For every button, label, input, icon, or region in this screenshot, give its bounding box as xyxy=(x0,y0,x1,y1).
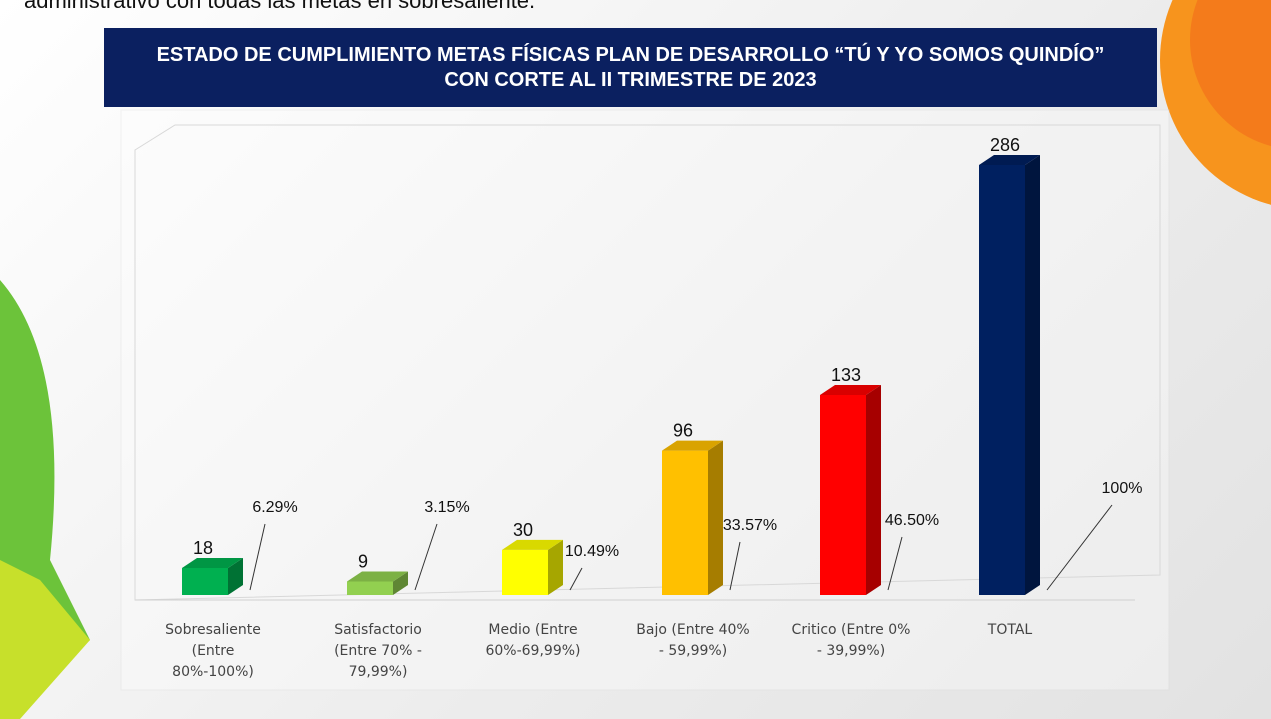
value-label: 30 xyxy=(513,520,533,540)
leader-line xyxy=(569,567,583,591)
value-label: 96 xyxy=(673,421,693,441)
percent-label: 10.49% xyxy=(565,543,619,560)
value-label: 133 xyxy=(831,365,861,385)
percent-label: 100% xyxy=(1102,480,1143,497)
leader-line xyxy=(729,541,741,591)
bar xyxy=(182,557,243,595)
bar xyxy=(979,155,1040,595)
x-tick-label: Critico (Entre 0% - 39,99%) xyxy=(791,622,911,659)
value-label: 18 xyxy=(193,538,213,558)
x-tick-label: Bajo (Entre 40% - 59,99%) xyxy=(636,622,750,659)
percent-label: 3.15% xyxy=(424,499,469,516)
percent-label: 46.50% xyxy=(885,512,939,529)
bar xyxy=(662,440,723,595)
x-tick-label: Sobresaliente (Entre 80%-100%) xyxy=(165,622,261,680)
value-label: 9 xyxy=(358,551,368,571)
caption: administrativo con todas las metas en so… xyxy=(24,0,536,13)
x-tick-label: Medio (Entre 60%-69,99%) xyxy=(485,622,581,659)
decor-lime xyxy=(0,560,90,719)
leader-line xyxy=(887,536,903,591)
leader-line xyxy=(414,523,438,591)
leader-line xyxy=(1046,504,1113,591)
percent-label: 33.57% xyxy=(723,517,777,534)
leader-line xyxy=(249,523,266,591)
x-tick-label: TOTAL xyxy=(987,622,1033,638)
bar xyxy=(502,539,563,595)
x-tick-label: Satisfactorio (Entre 70% - 79,99%) xyxy=(334,622,422,680)
decor-orange-inner xyxy=(1190,0,1271,147)
bar xyxy=(820,385,881,595)
value-label: 286 xyxy=(990,135,1020,155)
percent-label: 6.29% xyxy=(252,499,297,516)
bar xyxy=(347,571,408,595)
chart-title: ESTADO DE CUMPLIMIENTO METAS FÍSICAS PLA… xyxy=(104,28,1157,107)
